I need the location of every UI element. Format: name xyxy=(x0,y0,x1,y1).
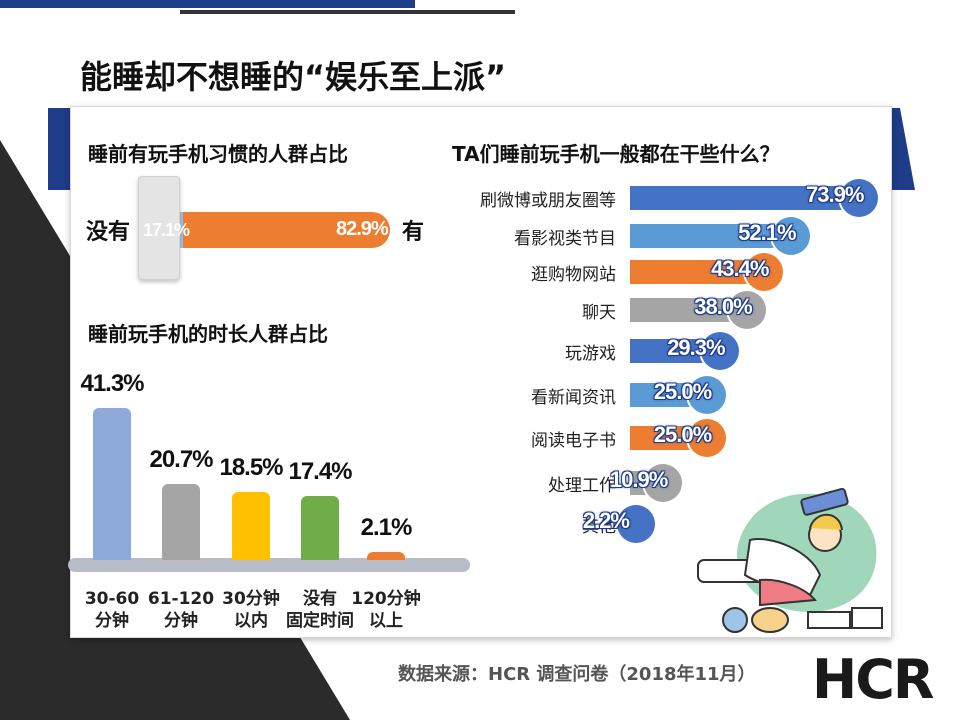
duration-bar xyxy=(367,552,405,560)
activity-value-label: 52.1% xyxy=(738,220,796,245)
reading-person-illustration xyxy=(697,487,883,633)
habit-label-no: 没有 xyxy=(86,220,131,245)
duration-value-label: 18.5% xyxy=(219,453,283,481)
habit-divider xyxy=(137,176,180,280)
activity-bar-cap xyxy=(772,217,811,255)
activity-bar-cap xyxy=(728,291,767,329)
top-accent-line xyxy=(180,10,515,14)
activity-bar-cap xyxy=(687,419,726,457)
activity-category-label: 刷微博或朋友圈等 xyxy=(480,191,616,211)
activity-value-label: 38.0% xyxy=(694,294,752,319)
activity-category-label: 阅读电子书 xyxy=(531,431,616,451)
activity-value-label: 43.4% xyxy=(711,256,769,281)
duration-category-label: 61-120 分钟 xyxy=(136,588,226,632)
duration-category-label: 没有 固定时间 xyxy=(275,588,365,632)
duration-value-label: 17.4% xyxy=(288,457,352,485)
duration-category-line: 30-60 xyxy=(84,589,140,609)
duration-value-label: 2.1% xyxy=(360,514,413,542)
activity-value-label: 29.3% xyxy=(667,335,725,360)
activity-bar xyxy=(630,224,793,248)
top-accent-bar xyxy=(0,0,415,8)
activity-category-label: 看新闻资讯 xyxy=(531,388,616,408)
data-source: 数据来源：HCR 调查问卷（2018年11月） xyxy=(398,664,756,685)
duration-value-label: 20.7% xyxy=(149,445,213,473)
duration-bar xyxy=(301,495,339,560)
duration-chart-title: 睡前玩手机的时长人群占比 xyxy=(88,322,328,346)
duration-category-line: 以上 xyxy=(369,611,403,631)
duration-category-line: 分钟 xyxy=(164,611,198,631)
activity-value-label: 73.9% xyxy=(806,182,864,207)
habit-value-no: 17.1% xyxy=(143,220,190,240)
activity-bar xyxy=(630,186,860,210)
activity-bar-cap xyxy=(643,464,682,502)
duration-bar xyxy=(232,491,270,560)
duration-bar xyxy=(162,483,200,560)
habit-value-yes: 82.9% xyxy=(336,218,389,240)
activity-bar-cap xyxy=(840,179,878,217)
duration-category-line: 61-120 xyxy=(147,589,215,609)
duration-category-label: 120分钟 以上 xyxy=(341,588,431,632)
activity-bar-cap xyxy=(616,505,655,543)
duration-category-line: 120分钟 xyxy=(351,589,421,609)
activity-category-label: 处理工作 xyxy=(548,476,616,496)
habit-label-yes: 有 xyxy=(402,220,425,245)
activity-bar-cap xyxy=(701,332,740,370)
habit-chart-title: 睡前有玩手机习惯的人群占比 xyxy=(88,142,348,166)
activity-category-label: 其他 xyxy=(582,517,616,537)
duration-value-label: 41.3% xyxy=(80,370,144,397)
activity-chart-title: TA们睡前玩手机一般都在干些什么？ xyxy=(452,142,780,166)
activity-value-label: 25.0% xyxy=(653,379,712,404)
habit-bar-yes xyxy=(182,212,390,248)
duration-category-line: 分钟 xyxy=(95,611,129,631)
duration-category-line: 以内 xyxy=(234,611,268,631)
activity-bar-cap xyxy=(687,376,726,414)
duration-category-label: 30分钟 以内 xyxy=(206,588,296,632)
duration-category-label: 30-60 分钟 xyxy=(67,588,157,632)
activity-value-label: 25.0% xyxy=(653,422,712,447)
activity-value-label: 10.9% xyxy=(609,467,668,492)
duration-category-line: 没有 xyxy=(303,589,337,609)
page-title: 能睡却不想睡的“娱乐至上派” xyxy=(80,58,507,96)
hcr-logo: HCR xyxy=(812,648,934,711)
activity-category-label: 聊天 xyxy=(582,303,616,323)
activity-category-label: 看影视类节目 xyxy=(514,229,616,249)
duration-category-line: 30分钟 xyxy=(222,589,280,609)
activity-category-label: 玩游戏 xyxy=(565,344,616,364)
activity-category-label: 逛购物网站 xyxy=(531,265,616,285)
duration-category-line: 固定时间 xyxy=(286,611,354,631)
activity-value-label: 2.2% xyxy=(582,508,630,533)
activity-bar xyxy=(630,260,766,284)
duration-baseline xyxy=(68,558,470,572)
activity-bar-cap xyxy=(745,253,784,291)
duration-bar xyxy=(93,408,131,560)
